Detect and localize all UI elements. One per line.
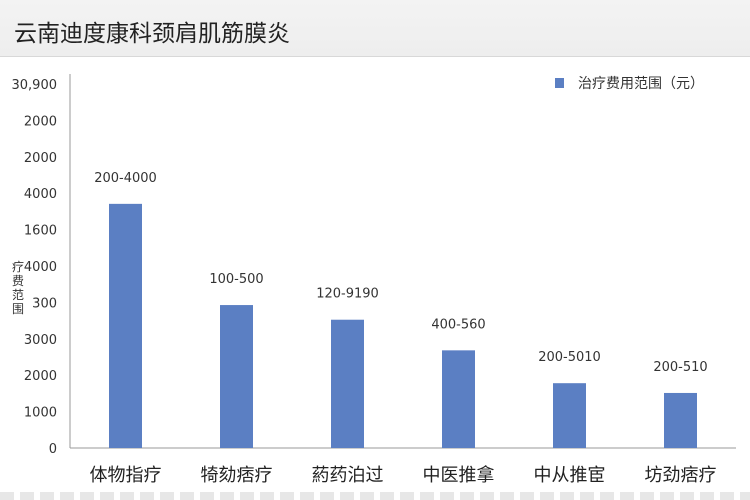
bar xyxy=(220,305,253,448)
chart-title: 云南迪度康科颈肩肌筋膜炎 xyxy=(14,21,290,47)
bar-value-label: 100-500 xyxy=(209,272,263,287)
bar-value-label: 120-9190 xyxy=(316,287,379,302)
y-tick-label: 1000 xyxy=(24,406,57,421)
legend-swatch xyxy=(555,78,564,88)
x-category-label: 体物指疗 xyxy=(90,465,162,486)
y-tick-label: 0 xyxy=(49,442,57,457)
y-tick-label: 3000 xyxy=(24,333,57,348)
x-category-label: 葯药泊过 xyxy=(312,465,384,486)
x-category-label: 中医推拿 xyxy=(423,464,495,486)
x-category-label: 中从推宦 xyxy=(534,465,606,486)
y-tick-label: 4000 xyxy=(24,187,57,202)
y-tick-label: 4000 xyxy=(24,260,57,275)
y-tick-label: 2000 xyxy=(24,369,57,384)
bar xyxy=(331,319,364,448)
y-axis-label-char: 疗 xyxy=(12,260,24,274)
bar-value-label: 200-4000 xyxy=(94,171,157,186)
title-bar: 云南迪度康科颈肩肌筋膜炎 xyxy=(0,0,750,57)
y-axis-label-char: 费 xyxy=(12,274,24,288)
y-tick-label: 300 xyxy=(32,296,57,311)
bar xyxy=(553,383,586,448)
bar-value-label: 400-560 xyxy=(431,317,485,332)
y-tick-label: 2000 xyxy=(24,151,57,166)
y-axis-label-char: 围 xyxy=(12,302,24,316)
y-tick-label: 30,900 xyxy=(12,78,58,93)
y-axis-label-char: 范 xyxy=(12,288,24,302)
footer-caption-strip xyxy=(0,492,750,500)
bar xyxy=(109,203,142,448)
bar xyxy=(442,350,475,448)
legend-label: 治疗费用范围（元） xyxy=(578,75,704,92)
bar-value-label: 200-5010 xyxy=(538,350,601,365)
x-category-label: 犄劾痞疗 xyxy=(201,465,273,486)
y-tick-label: 2000 xyxy=(24,114,57,129)
bar xyxy=(664,392,697,448)
y-tick-label: 1600 xyxy=(24,224,57,239)
x-category-label: 坊劲痞疗 xyxy=(645,465,717,486)
bar-value-label: 200-510 xyxy=(653,360,707,375)
